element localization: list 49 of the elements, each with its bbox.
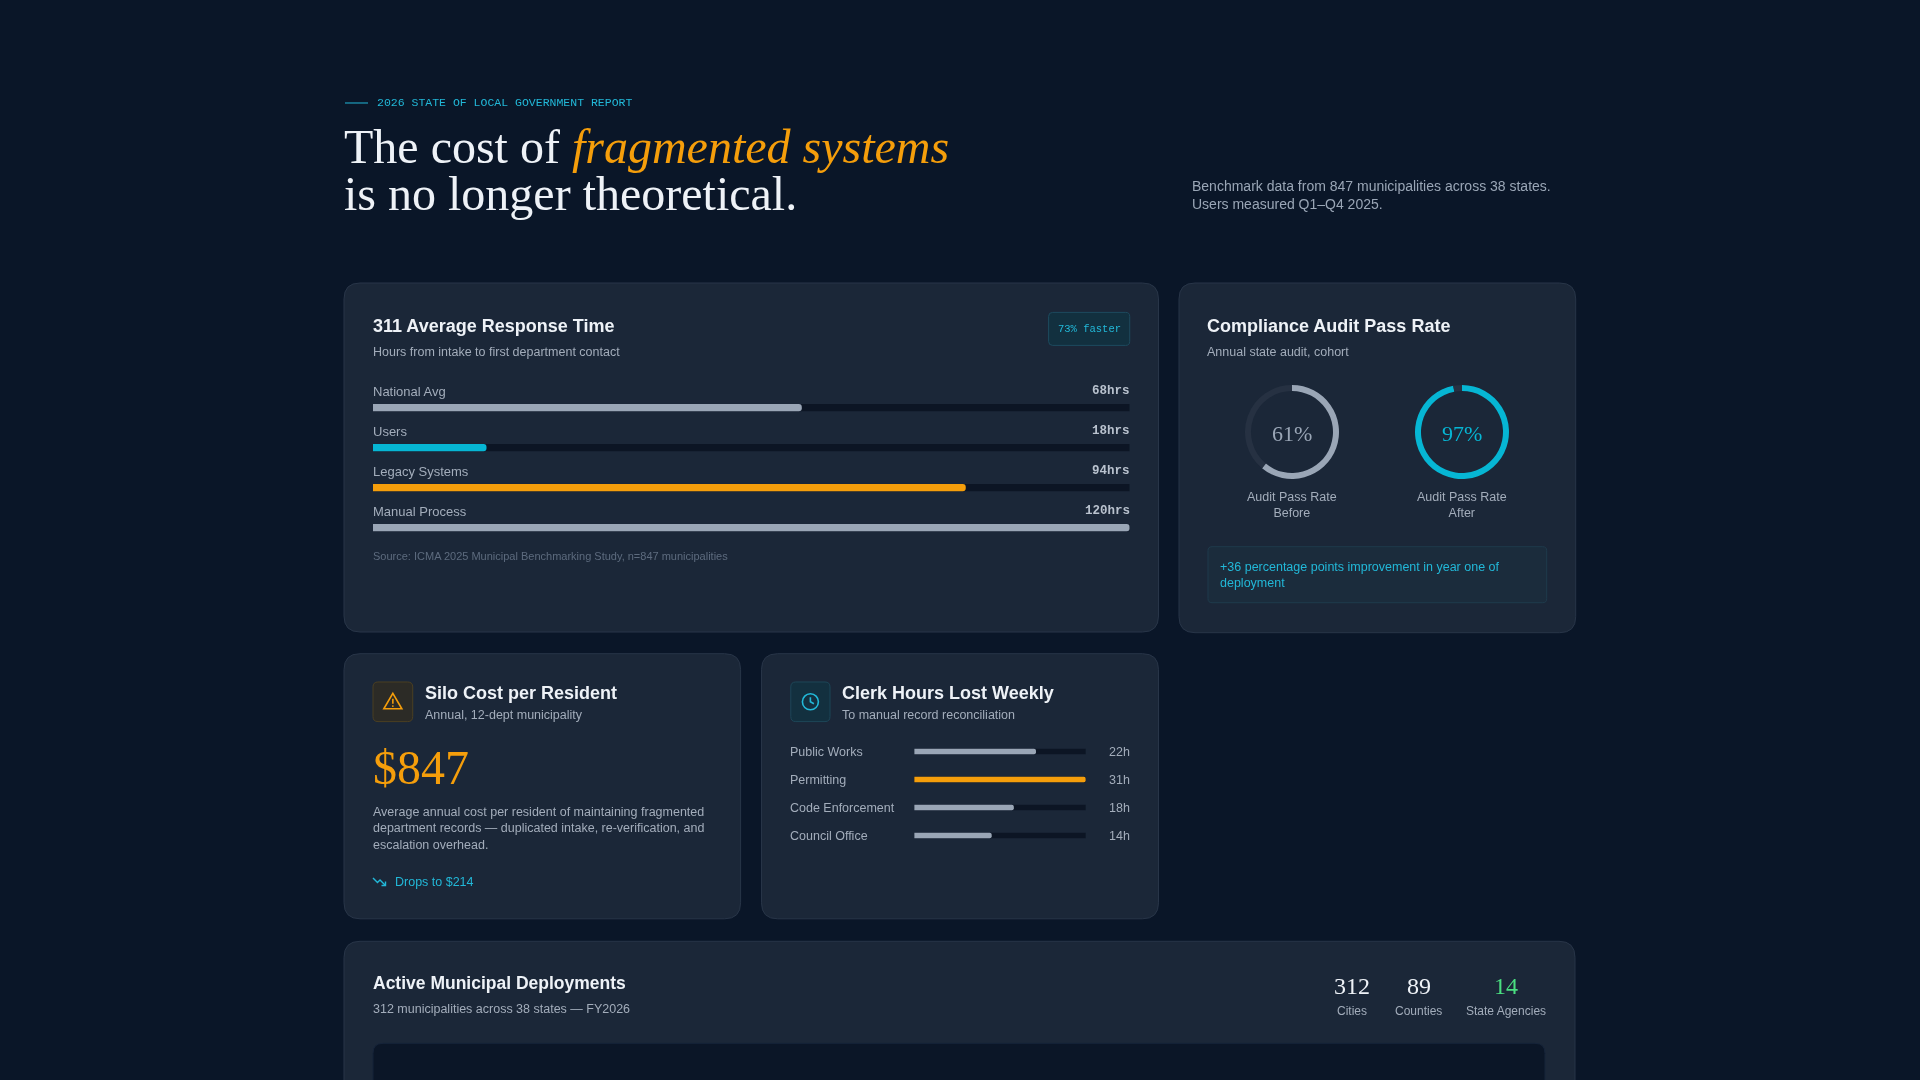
text: Audit Pass Rate Before [1247, 490, 1337, 521]
data-label: 312 [1334, 973, 1370, 999]
y-tick-label: National Avg [373, 384, 446, 399]
text: Active Municipal Deployments [373, 973, 627, 993]
data-label: 89 [1407, 973, 1431, 999]
category-label: State Agencies [1466, 1004, 1547, 1018]
category-label: Counties [1395, 1004, 1443, 1018]
y-tick-label: Code Enforcement [790, 801, 895, 815]
data-label: 97% [1442, 421, 1483, 446]
text: 73% faster [1058, 323, 1122, 335]
donut-slice [1415, 385, 1509, 479]
donut-slice [1453, 385, 1462, 392]
data-label: 18h [1109, 801, 1130, 815]
text: +36 percentage points improvement in year one of deployment [1220, 560, 1500, 591]
y-tick-label: Users [373, 424, 408, 439]
text: Silo Cost per Resident [425, 683, 618, 703]
text: Drops to $214 [395, 875, 474, 889]
y-tick-label: Legacy Systems [373, 464, 469, 479]
text: The cost of fragmented systems is no longer theoretical. [344, 120, 950, 220]
data-label: 94hrs [1092, 464, 1130, 478]
y-tick-label: Council Office [790, 829, 868, 843]
text: Audit Pass Rate After [1417, 490, 1507, 521]
text: Average annual cost per resident of maintaining fragmented department records — duplicated intake, re-verification, and escalation overhead. [373, 805, 705, 852]
y-tick-label: Permitting [790, 773, 847, 787]
y-tick-label: Manual Process [373, 504, 467, 519]
text: Annual, 12-dept municipality [425, 708, 583, 722]
donut-slice [1262, 385, 1339, 479]
text: Compliance Audit Pass Rate [1207, 316, 1451, 336]
data-label: 14h [1109, 829, 1130, 843]
data-label: 14 [1494, 973, 1518, 999]
y-tick-label: Public Works [790, 745, 863, 759]
text: Benchmark data from 847 municipalities across 38 states. Users measured Q1–Q4 2025. [1192, 178, 1551, 213]
text: 2026 STATE OF LOCAL GOVERNMENT REPORT [377, 96, 633, 109]
text: 312 municipalities across 38 states — FY2026 [373, 1002, 631, 1016]
data-label: 31h [1109, 773, 1130, 787]
data-label: 61% [1272, 421, 1313, 446]
data-label: 22h [1109, 745, 1130, 759]
category-label: Cities [1337, 1004, 1368, 1018]
chart-title: 311 Average Response Time [373, 316, 615, 336]
data-label: 18hrs [1092, 424, 1130, 438]
data-label: $847 [373, 741, 469, 794]
data-label: 68hrs [1092, 384, 1130, 398]
chart-subtitle: Hours from intake to first department contact [373, 345, 621, 359]
chart-title: Clerk Hours Lost Weekly [842, 683, 1054, 703]
bar [373, 443, 487, 452]
chart-subtitle: To manual record reconciliation [842, 708, 1016, 722]
source-note: Source: ICMA 2025 Municipal Benchmarking Study, n=847 municipalities [373, 550, 729, 562]
text: Annual state audit, cohort [1207, 345, 1350, 359]
data-label: 120hrs [1085, 504, 1131, 518]
